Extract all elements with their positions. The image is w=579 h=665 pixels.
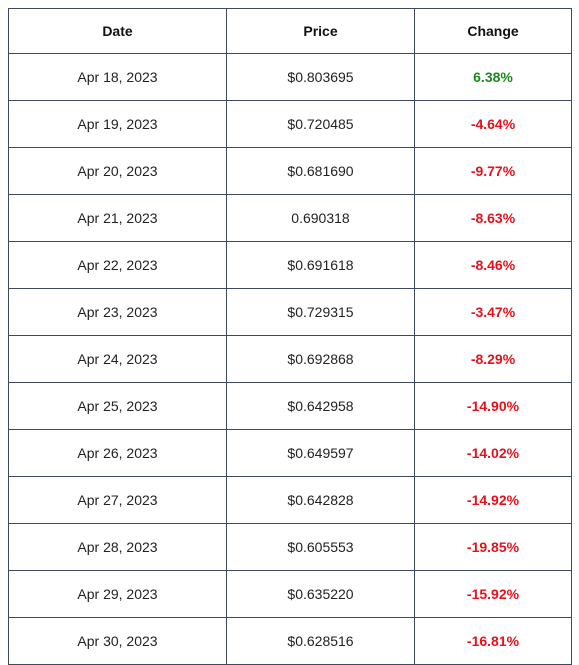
column-header-change: Change — [414, 8, 572, 54]
price-cell: $0.605553 — [226, 523, 415, 571]
date-cell: Apr 19, 2023 — [8, 100, 227, 148]
change-cell: -14.02% — [414, 429, 572, 477]
date-cell: Apr 21, 2023 — [8, 194, 227, 242]
date-cell: Apr 26, 2023 — [8, 429, 227, 477]
date-cell: Apr 29, 2023 — [8, 570, 227, 618]
table-row: Apr 26, 2023 $0.649597 -14.02% — [8, 429, 572, 477]
change-cell: -14.92% — [414, 476, 572, 524]
table-header-row: Date Price Change — [8, 8, 572, 54]
table-row: Apr 20, 2023 $0.681690 -9.77% — [8, 147, 572, 195]
table-row: Apr 30, 2023 $0.628516 -16.81% — [8, 617, 572, 665]
table-row: Apr 25, 2023 $0.642958 -14.90% — [8, 382, 572, 430]
price-cell: $0.729315 — [226, 288, 415, 336]
table-row: Apr 22, 2023 $0.691618 -8.46% — [8, 241, 572, 289]
date-cell: Apr 18, 2023 — [8, 53, 227, 101]
price-history-table: Date Price Change Apr 18, 2023 $0.803695… — [8, 8, 572, 665]
column-header-price: Price — [226, 8, 415, 54]
date-cell: Apr 20, 2023 — [8, 147, 227, 195]
price-cell: $0.649597 — [226, 429, 415, 477]
table-row: Apr 21, 2023 0.690318 -8.63% — [8, 194, 572, 242]
date-cell: Apr 27, 2023 — [8, 476, 227, 524]
change-cell: -9.77% — [414, 147, 572, 195]
price-table-container: Date Price Change Apr 18, 2023 $0.803695… — [8, 8, 572, 665]
date-cell: Apr 24, 2023 — [8, 335, 227, 383]
change-cell: -8.29% — [414, 335, 572, 383]
table-row: Apr 29, 2023 $0.635220 -15.92% — [8, 570, 572, 618]
price-cell: $0.692868 — [226, 335, 415, 383]
change-cell: -19.85% — [414, 523, 572, 571]
price-cell: 0.690318 — [226, 194, 415, 242]
change-cell: -3.47% — [414, 288, 572, 336]
table-row: Apr 24, 2023 $0.692868 -8.29% — [8, 335, 572, 383]
change-cell: 6.38% — [414, 53, 572, 101]
column-header-date: Date — [8, 8, 227, 54]
table-row: Apr 27, 2023 $0.642828 -14.92% — [8, 476, 572, 524]
price-cell: $0.681690 — [226, 147, 415, 195]
price-cell: $0.720485 — [226, 100, 415, 148]
date-cell: Apr 30, 2023 — [8, 617, 227, 665]
change-cell: -4.64% — [414, 100, 572, 148]
table-row: Apr 28, 2023 $0.605553 -19.85% — [8, 523, 572, 571]
price-cell: $0.642958 — [226, 382, 415, 430]
change-cell: -8.63% — [414, 194, 572, 242]
change-cell: -15.92% — [414, 570, 572, 618]
date-cell: Apr 22, 2023 — [8, 241, 227, 289]
table-row: Apr 19, 2023 $0.720485 -4.64% — [8, 100, 572, 148]
change-cell: -16.81% — [414, 617, 572, 665]
date-cell: Apr 23, 2023 — [8, 288, 227, 336]
table-row: Apr 23, 2023 $0.729315 -3.47% — [8, 288, 572, 336]
price-cell: $0.691618 — [226, 241, 415, 289]
price-cell: $0.642828 — [226, 476, 415, 524]
date-cell: Apr 25, 2023 — [8, 382, 227, 430]
price-cell: $0.628516 — [226, 617, 415, 665]
price-cell: $0.635220 — [226, 570, 415, 618]
table-row: Apr 18, 2023 $0.803695 6.38% — [8, 53, 572, 101]
date-cell: Apr 28, 2023 — [8, 523, 227, 571]
change-cell: -14.90% — [414, 382, 572, 430]
price-cell: $0.803695 — [226, 53, 415, 101]
change-cell: -8.46% — [414, 241, 572, 289]
